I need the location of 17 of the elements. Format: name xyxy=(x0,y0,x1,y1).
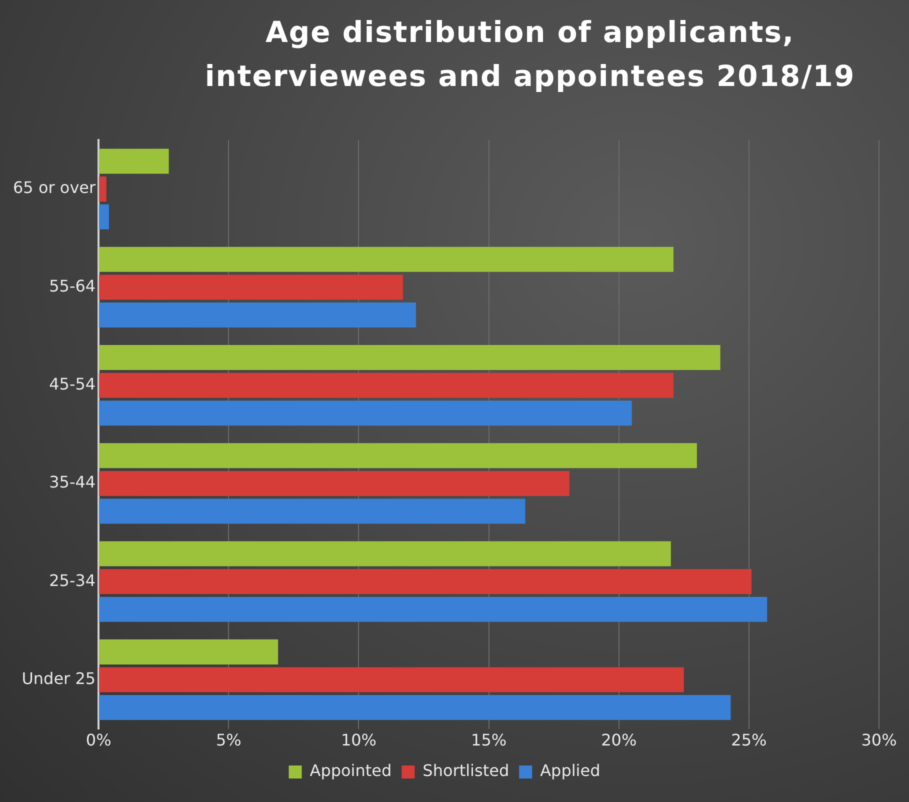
x-tick-label: 10% xyxy=(340,730,376,750)
x-tick-label: 0% xyxy=(86,730,112,750)
legend-label: Shortlisted xyxy=(422,761,510,780)
chart-title: Age distribution of applicants, interviewees and appointees 2018/19 xyxy=(204,14,856,95)
legend-label: Appointed xyxy=(310,761,392,780)
y-tick-label: 55-64 xyxy=(49,276,96,296)
x-tick-label: 25% xyxy=(731,730,767,750)
y-tick-label: 45-54 xyxy=(49,374,96,394)
y-tick-label: 25-34 xyxy=(49,570,96,590)
legend-label: Applied xyxy=(540,761,600,780)
x-tick-label: 5% xyxy=(216,730,242,750)
y-tick-label: 65 or over xyxy=(13,178,96,198)
x-tick-label: 30% xyxy=(861,730,897,750)
y-tick-label: 35-44 xyxy=(49,472,96,492)
x-tick-label: 20% xyxy=(601,730,637,750)
x-tick-label: 15% xyxy=(471,730,507,750)
y-tick-label: Under 25 xyxy=(22,668,96,688)
